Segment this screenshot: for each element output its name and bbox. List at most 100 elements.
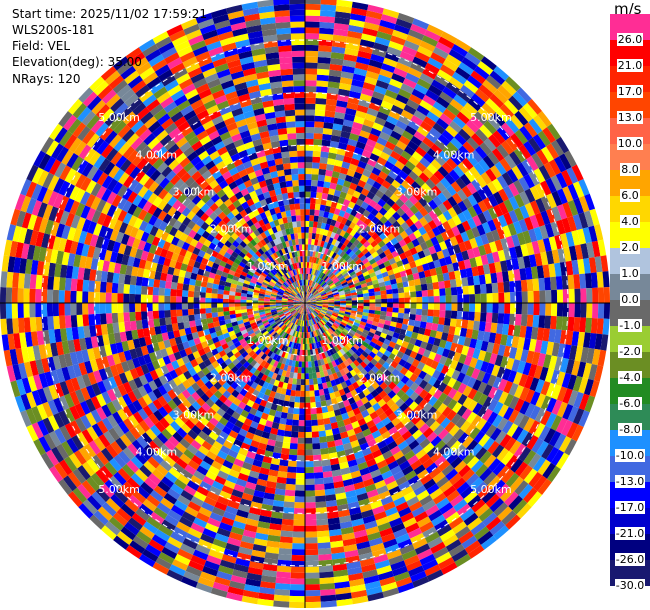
velocity-gate	[285, 121, 296, 129]
velocity-gate	[352, 246, 359, 254]
velocity-gate	[265, 275, 272, 281]
velocity-gate	[281, 300, 288, 303]
velocity-gate	[312, 311, 318, 317]
velocity-gate	[303, 285, 305, 292]
velocity-gate	[276, 257, 282, 264]
velocity-gate	[64, 315, 72, 329]
velocity-gate	[305, 285, 307, 292]
velocity-gate	[327, 263, 333, 270]
velocity-gate	[292, 179, 299, 187]
velocity-gate	[261, 261, 268, 268]
velocity-gate	[314, 489, 326, 497]
velocity-gate	[238, 347, 246, 355]
velocity-gate	[298, 286, 302, 293]
velocity-gate	[334, 378, 341, 386]
velocity-gate	[258, 309, 265, 313]
velocity-gate	[291, 174, 299, 181]
velocity-gate	[313, 466, 323, 473]
velocity-gate	[299, 299, 305, 303]
velocity-gate	[313, 384, 319, 391]
velocity-gate	[282, 295, 289, 299]
velocity-gate	[322, 412, 330, 419]
velocity-gate	[258, 303, 264, 306]
velocity-gate	[236, 244, 244, 252]
velocity-gate	[277, 471, 288, 478]
velocity-gate	[293, 301, 300, 303]
velocity-gate	[322, 283, 328, 289]
velocity-gate	[327, 309, 334, 313]
velocity-gate	[311, 268, 315, 275]
velocity-gate	[269, 337, 276, 345]
velocity-gate	[272, 314, 279, 319]
velocity-gate	[269, 390, 276, 398]
velocity-gate	[322, 465, 332, 473]
velocity-gate	[99, 303, 106, 314]
velocity-gate	[254, 317, 262, 322]
velocity-gate	[326, 291, 333, 295]
velocity-gate	[368, 341, 377, 348]
velocity-gate	[286, 279, 292, 285]
velocity-gate	[305, 297, 308, 303]
velocity-gate	[292, 257, 297, 264]
velocity-gate	[306, 326, 309, 333]
velocity-gate	[319, 259, 325, 266]
velocity-gate	[327, 280, 334, 286]
velocity-gate	[293, 318, 298, 324]
velocity-gate	[271, 292, 278, 296]
velocity-gate	[300, 385, 305, 391]
velocity-gate	[230, 283, 238, 289]
velocity-gate	[314, 115, 325, 123]
velocity-gate	[183, 277, 191, 285]
velocity-gate	[306, 308, 309, 315]
velocity-gate	[283, 222, 290, 230]
velocity-gate	[277, 329, 283, 335]
velocity-gate	[282, 283, 288, 289]
velocity-gate	[285, 389, 292, 396]
velocity-gate	[70, 314, 78, 328]
velocity-gate	[289, 316, 294, 322]
velocity-gate	[317, 314, 323, 320]
velocity-gate	[287, 299, 294, 302]
velocity-gate	[287, 304, 294, 307]
velocity-gate	[339, 250, 346, 258]
velocity-gate	[188, 284, 195, 292]
velocity-gate	[242, 283, 250, 288]
velocity-gate	[292, 269, 296, 276]
velocity-gate	[212, 283, 219, 290]
velocity-gate	[290, 431, 299, 438]
velocity-gate	[235, 236, 243, 245]
velocity-gate	[219, 338, 227, 346]
velocity-gate	[223, 346, 232, 355]
velocity-gate	[279, 181, 287, 189]
velocity-gate	[369, 295, 376, 300]
velocity-gate	[260, 315, 267, 320]
velocity-gate	[433, 295, 440, 303]
velocity-gate	[222, 298, 229, 303]
velocity-gate	[289, 156, 298, 164]
velocity-gate	[359, 279, 367, 285]
velocity-gate	[306, 279, 309, 286]
velocity-gate	[330, 231, 337, 239]
velocity-gate	[264, 292, 272, 296]
velocity-gate	[390, 262, 399, 270]
velocity-gate	[239, 326, 247, 332]
velocity-gate	[305, 379, 310, 386]
velocity-gate	[377, 240, 386, 248]
velocity-gate	[286, 334, 291, 341]
velocity-gate	[479, 312, 487, 323]
velocity-gate	[229, 243, 237, 252]
velocity-gate	[485, 283, 493, 294]
velocity-gate	[388, 273, 396, 281]
velocity-gate	[316, 227, 321, 235]
velocity-gate	[290, 335, 295, 343]
velocity-gate	[274, 273, 281, 280]
velocity-gate	[355, 340, 362, 348]
velocity-gate	[414, 320, 421, 328]
velocity-gate	[181, 303, 188, 310]
velocity-gate	[366, 344, 374, 352]
velocity-gate	[165, 317, 172, 326]
velocity-gate	[363, 365, 372, 373]
velocity-gate	[64, 290, 71, 303]
velocity-gate	[336, 383, 344, 391]
velocity-gate	[175, 296, 182, 303]
